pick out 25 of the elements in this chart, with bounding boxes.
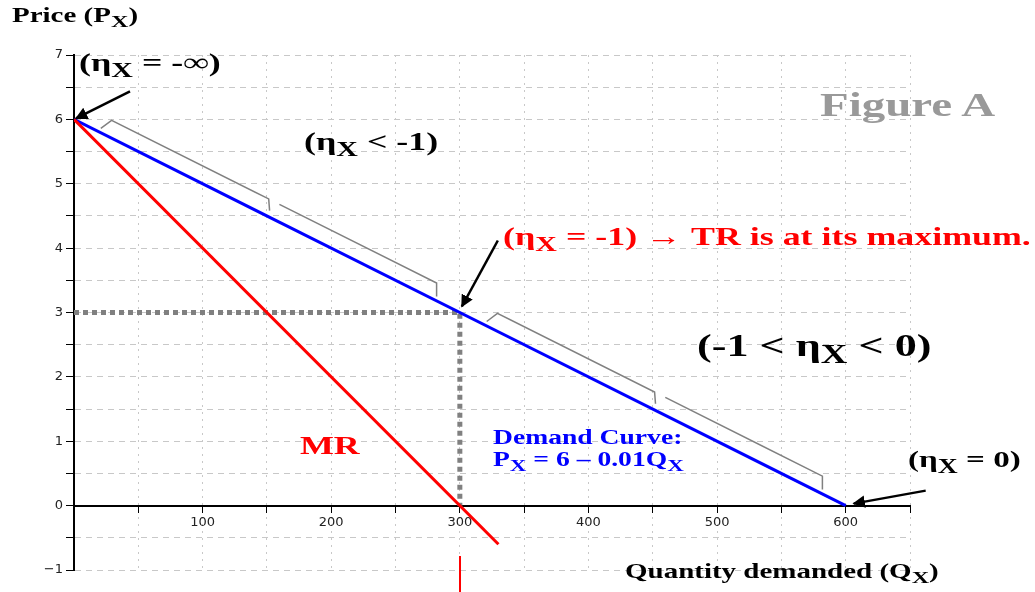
y-tick-label: −1 (43, 561, 63, 577)
y-tick-label: 1 (54, 432, 63, 448)
annotation: (η$_{X}$ = -1) → TR is at its maximum. (502, 221, 1031, 257)
annotation: (η$_{X}$ = 0) (907, 445, 1021, 477)
y-tick-label: 6 (54, 110, 63, 126)
annotation: (-1 < η$_{X}$ < 0) (696, 327, 932, 370)
x-tick-label: 500 (704, 513, 730, 529)
x-tick-label: 600 (833, 513, 859, 529)
x-tick-label: 100 (190, 513, 216, 529)
x-axis-title: Quantity demanded (Q$_{X}$) (625, 559, 939, 588)
y-tick-label: 5 (54, 175, 63, 191)
x-tick-label: 300 (447, 513, 473, 529)
y-tick-label: 2 (54, 368, 63, 384)
y-tick-label: 3 (54, 303, 63, 319)
x-tick-label: 400 (576, 513, 601, 529)
series-label: MR (300, 431, 361, 461)
y-axis-title: Price (P$_{X}$) (12, 3, 139, 32)
x-tick-label: 200 (318, 513, 344, 529)
text: Figure A (820, 86, 996, 124)
y-tick-label: 0 (54, 497, 63, 512)
y-tick-label: 4 (54, 239, 63, 255)
annotation: (η$_{X}$ < -1) (303, 126, 439, 162)
series-label: Demand Curve: P$_{X}$ = 6 – 0.01Q$_{X}$ (493, 426, 685, 476)
y-tick-label: 7 (54, 46, 63, 62)
annotation: (η$_{X}$ = -∞) (79, 48, 221, 84)
